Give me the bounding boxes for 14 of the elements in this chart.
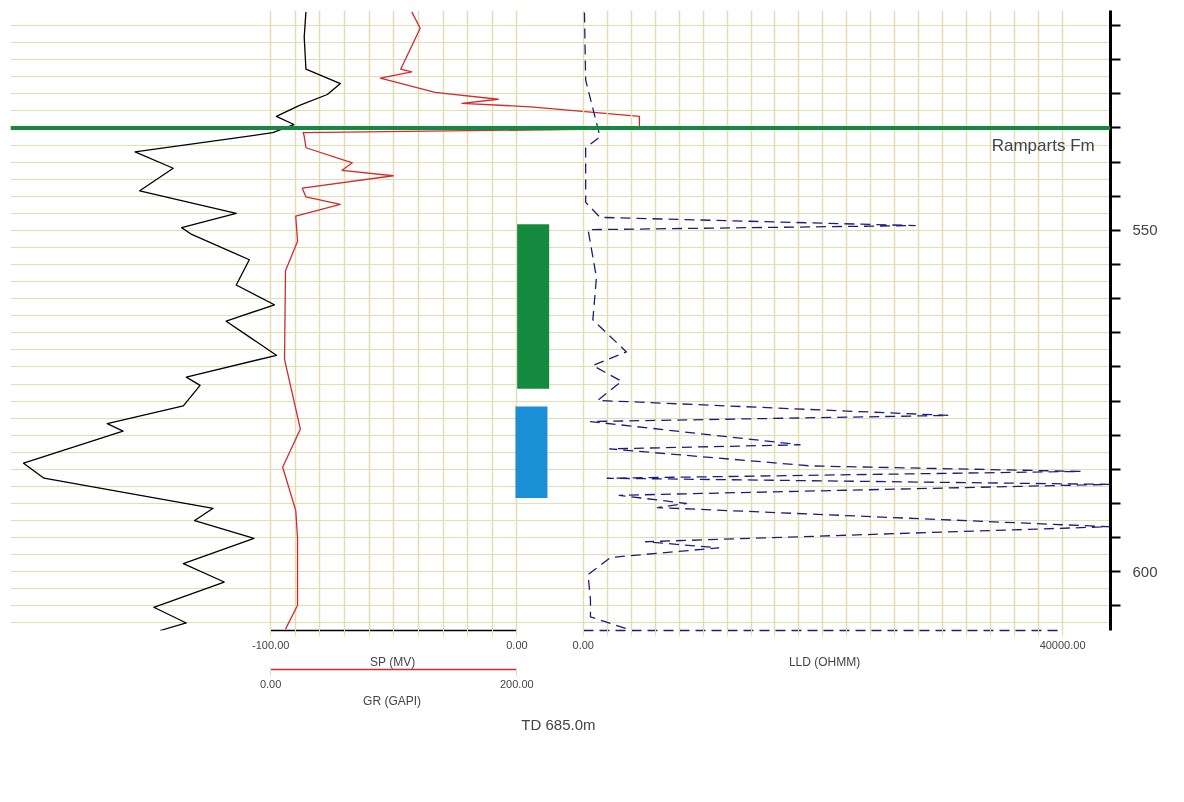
line-series [22, 11, 342, 631]
x2-tick-label: 200.00 [499, 677, 534, 690]
x-tick-label: -100.00 [252, 638, 290, 651]
x-tick-label: 40000.00 [1039, 638, 1086, 651]
x-tick-label: 0.00 [506, 638, 528, 651]
text: TD 685.0m [521, 715, 596, 733]
x2-tick-label: 0.00 [259, 677, 282, 690]
x2-axis-title: GR (GAPI) [363, 693, 422, 708]
x-axis-title: LLD (OHMM) [788, 654, 861, 669]
x-axis-title: SP (MV) [370, 654, 416, 669]
x-tick-label: 0.00 [572, 638, 594, 651]
ref-line-label: Ramparts Fm [991, 135, 1095, 155]
y-tick-label: 600 [1132, 562, 1158, 580]
y-tick-label: 550 [1132, 221, 1158, 239]
